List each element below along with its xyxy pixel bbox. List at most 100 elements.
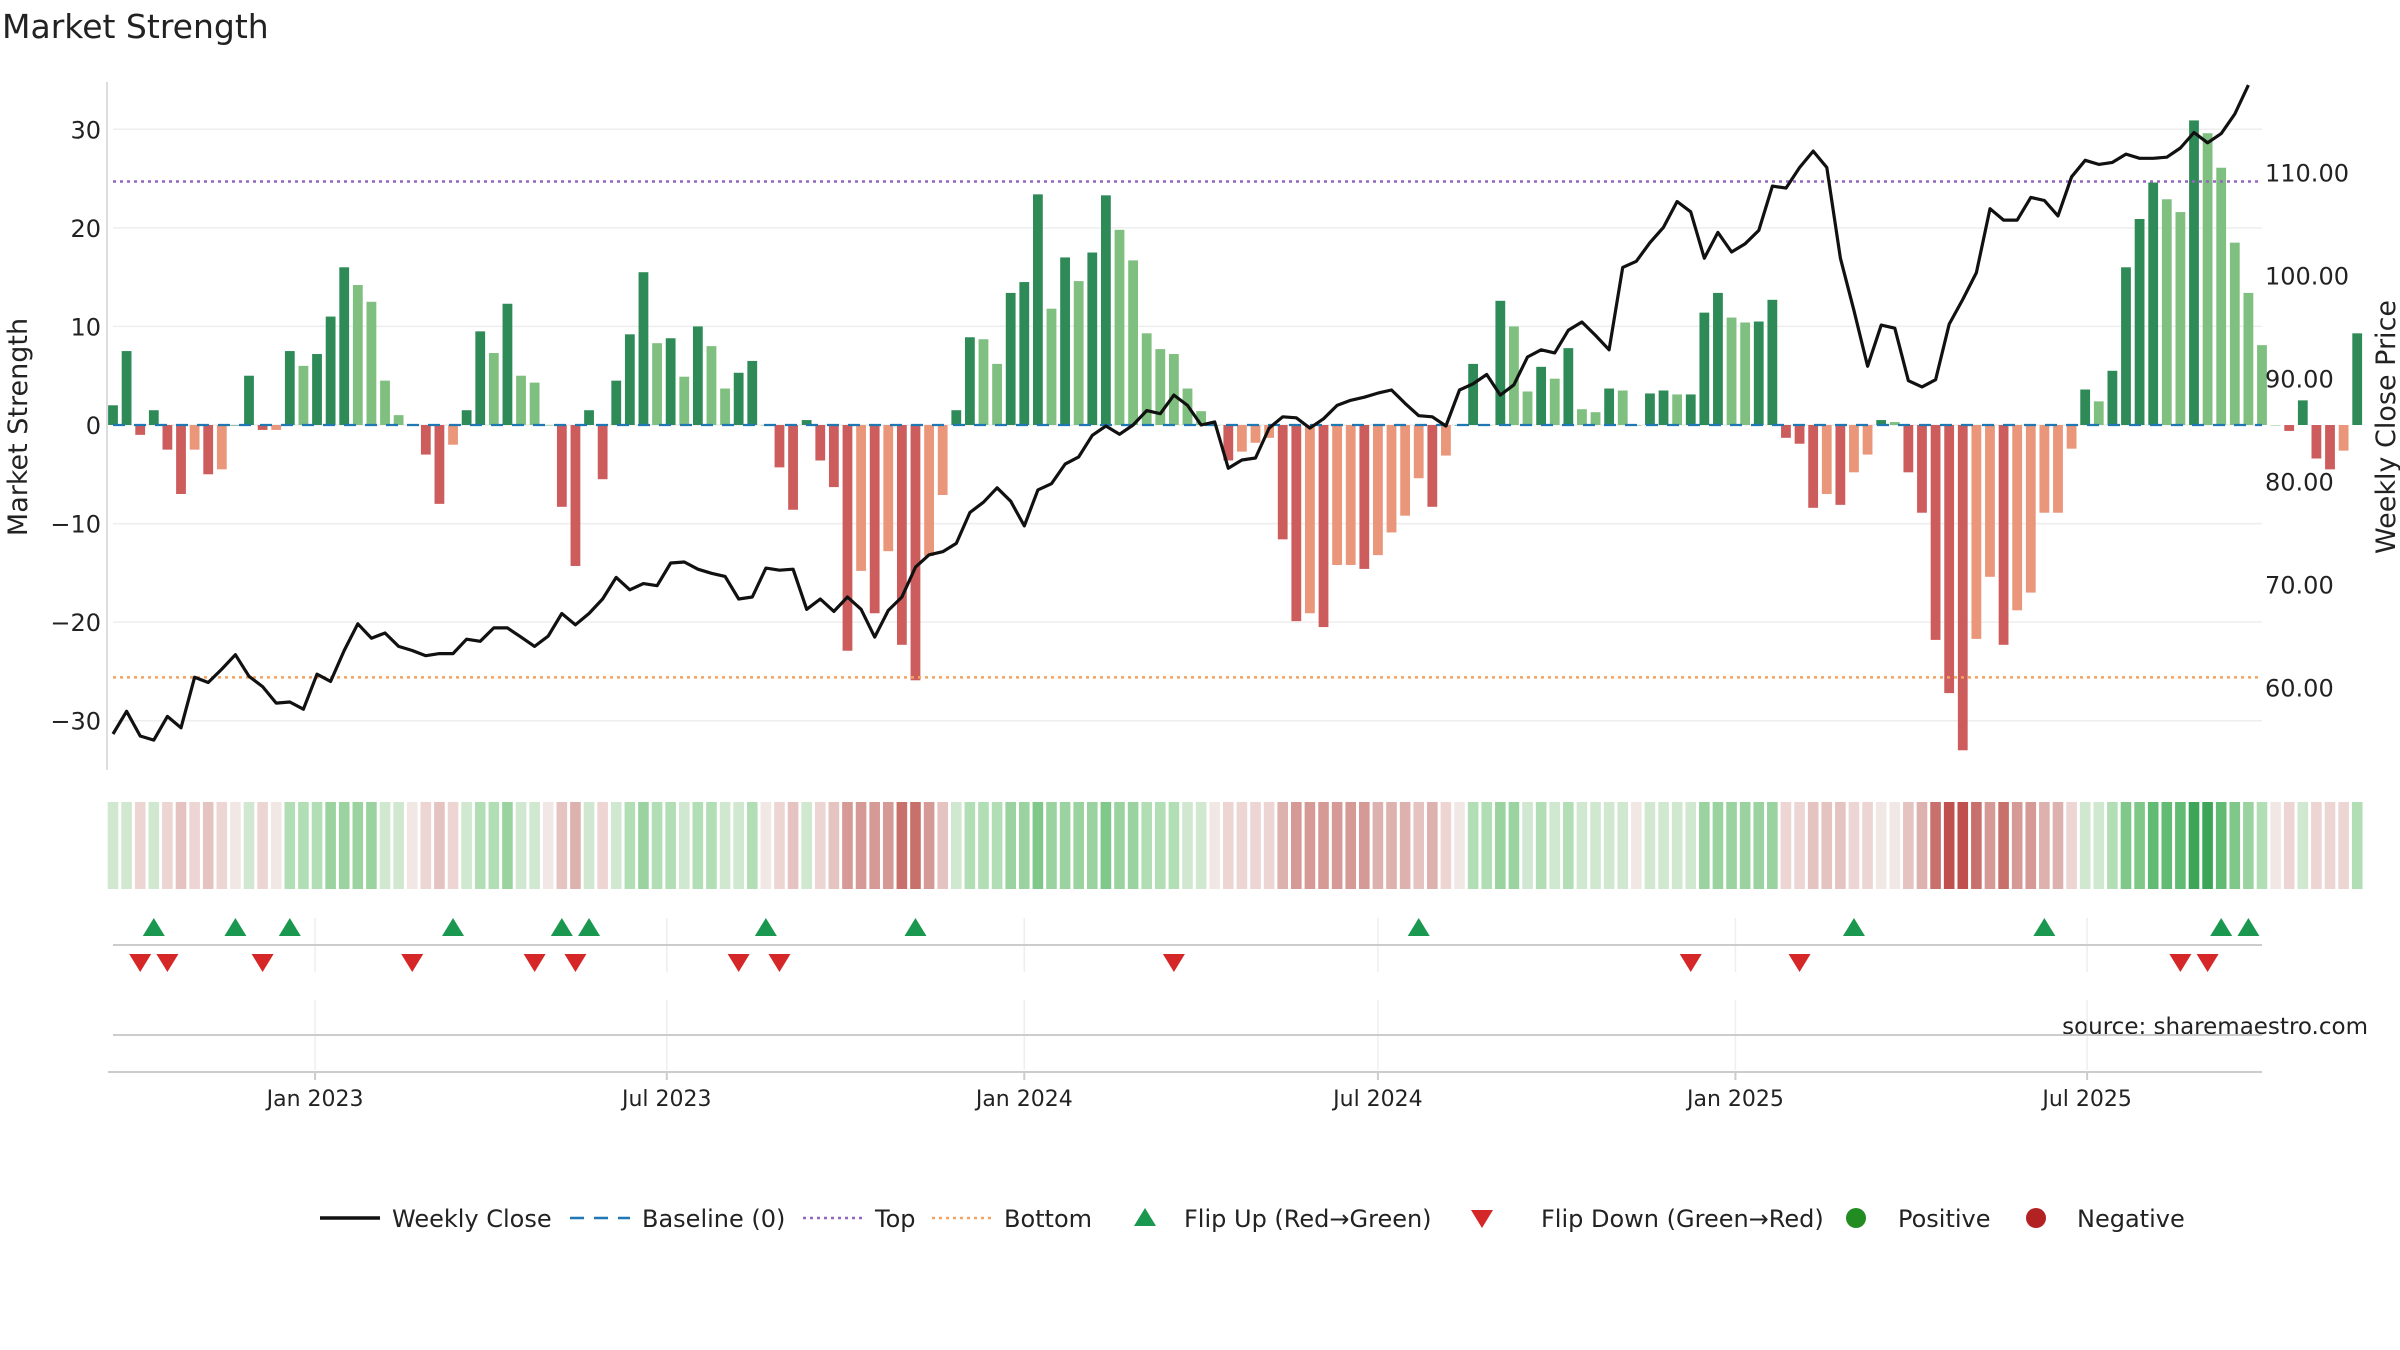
strength-bar xyxy=(1781,425,1791,438)
strength-bar xyxy=(1359,425,1370,569)
strip-cell xyxy=(896,802,908,889)
legend-swatch-flip-down xyxy=(1471,1210,1493,1228)
strength-bar xyxy=(692,326,703,425)
legend-label: Weekly Close xyxy=(392,1205,552,1233)
strength-bar xyxy=(1277,425,1288,540)
strip-cell xyxy=(488,802,500,889)
strip-cell xyxy=(406,802,418,889)
strength-bar xyxy=(1060,257,1070,425)
strength-bar xyxy=(869,425,880,614)
strength-bar xyxy=(2189,120,2199,426)
strength-bar xyxy=(1386,425,1397,533)
strip-cell xyxy=(515,802,527,889)
strip-cell xyxy=(2351,802,2363,889)
strip-cell xyxy=(1372,802,1384,889)
strip-cell xyxy=(1617,802,1629,889)
strength-bar xyxy=(584,410,594,425)
x-tick-label: Jan 2025 xyxy=(1685,1087,1784,1112)
strip-cell xyxy=(162,802,173,889)
strength-bar xyxy=(624,334,635,425)
strip-cell xyxy=(1848,802,1860,889)
strength-bar xyxy=(176,425,186,494)
strength-bar xyxy=(543,425,554,426)
strip-cell xyxy=(1916,802,1928,889)
strength-bar xyxy=(271,425,282,430)
strip-cell xyxy=(746,802,758,889)
strip-cell xyxy=(774,802,785,889)
strip-cell xyxy=(1835,802,1846,889)
strip-cell xyxy=(1291,802,1302,889)
strength-bar xyxy=(992,363,1002,425)
y-axis-ticks: −30 −20 −10 0 10 20 30 xyxy=(50,116,101,735)
strength-bar xyxy=(1169,354,1179,425)
strip-cell xyxy=(828,802,840,889)
strip-cell xyxy=(2338,802,2349,889)
strip-cell xyxy=(447,802,459,889)
strip-cell xyxy=(937,802,948,889)
flip-up-marker xyxy=(1407,918,1430,936)
strength-bar xyxy=(1930,425,1941,640)
strip-cell xyxy=(991,802,1003,889)
strength-bar xyxy=(1223,425,1234,461)
strip-cell xyxy=(1304,802,1316,889)
strength-bar xyxy=(1944,425,1955,694)
strip-cell xyxy=(1100,802,1112,889)
strength-bar xyxy=(257,425,268,430)
y-tick-label: −30 xyxy=(50,708,101,736)
flip-down-marker xyxy=(523,954,546,972)
strength-bar xyxy=(1917,425,1927,513)
strength-bar xyxy=(216,425,227,470)
x-tick-label: Jul 2024 xyxy=(1331,1087,1423,1112)
strength-bar xyxy=(937,425,948,495)
strength-bar xyxy=(556,425,567,507)
x-tick-label: Jul 2025 xyxy=(2040,1087,2132,1112)
strength-bar xyxy=(815,425,826,461)
chart-title: Market Strength xyxy=(2,7,269,46)
strip-cell xyxy=(1168,802,1180,889)
strength-bar xyxy=(2080,389,2091,425)
strength-bar xyxy=(1889,422,1900,425)
strength-bar xyxy=(842,425,853,651)
strength-bar xyxy=(1509,326,1519,425)
strip-cell xyxy=(366,802,377,889)
strip-cell xyxy=(597,802,608,889)
strength-bar xyxy=(2012,425,2023,611)
strip-cell xyxy=(2311,802,2322,889)
strength-bar xyxy=(2202,133,2213,425)
strip-cell xyxy=(325,802,336,889)
strip-cell xyxy=(1318,802,1329,889)
strip-cell xyxy=(2011,802,2023,889)
strip-cell xyxy=(311,802,323,889)
strip-cell xyxy=(1073,802,1084,889)
strip-cell xyxy=(121,802,132,889)
y-tick-label: −10 xyxy=(50,511,101,539)
strength-bar xyxy=(1821,425,1832,494)
strip-cell xyxy=(923,802,935,889)
strength-bar xyxy=(1753,321,1764,425)
strip-cell xyxy=(434,802,445,889)
strip-cell xyxy=(1889,802,1901,889)
strength-bar xyxy=(801,420,812,425)
legend-label: Bottom xyxy=(1004,1205,1092,1233)
strength-bar xyxy=(1373,425,1383,556)
weekly-close-line xyxy=(111,84,2250,742)
strength-bar xyxy=(1808,425,1819,508)
strip-cell xyxy=(1875,802,1887,889)
strength-bar xyxy=(1862,425,1873,455)
strip-cell xyxy=(393,802,404,889)
strip-cell xyxy=(474,802,486,889)
strength-bar xyxy=(1549,378,1560,425)
strip-cell xyxy=(583,802,595,889)
strength-bar xyxy=(1577,409,1587,425)
flip-up-marker xyxy=(904,918,927,936)
strip-cell xyxy=(733,802,744,889)
strip-cell xyxy=(814,802,826,889)
strength-bar xyxy=(434,425,445,504)
strip-cell xyxy=(1957,802,1969,889)
strength-bar xyxy=(2270,425,2281,426)
strength-bar xyxy=(2121,267,2131,425)
strip-cell xyxy=(338,802,350,889)
strip-cell xyxy=(1739,802,1751,889)
strength-bar xyxy=(2257,345,2267,425)
